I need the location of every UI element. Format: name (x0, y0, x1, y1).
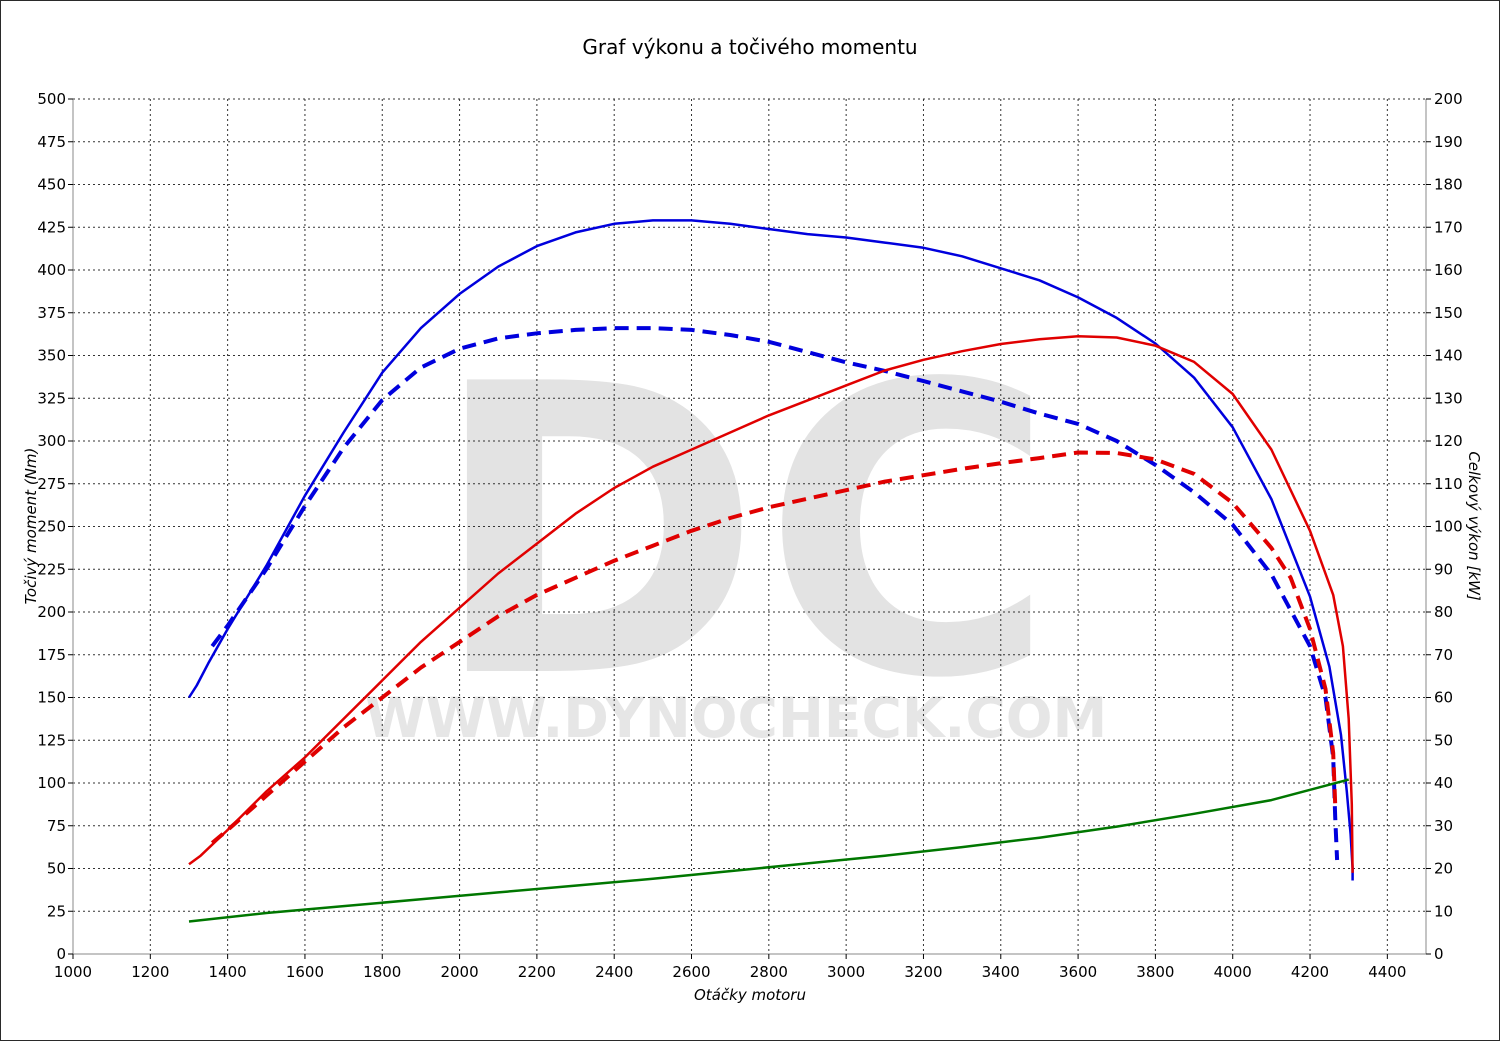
watermark-url: WWW.DYNOCHECK.COM (365, 686, 1107, 750)
x-tick-label: 1600 (286, 963, 324, 981)
chart-title: Graf výkonu a točivého momentu (582, 35, 917, 59)
x-tick-label: 1400 (209, 963, 247, 981)
torque-tuned-line (187, 219, 1354, 881)
y-right-tick-label: 20 (1434, 860, 1453, 878)
x-tick-label: 1000 (54, 963, 92, 981)
x-tick-label: 1800 (363, 963, 401, 981)
y-left-tick-label: 350 (37, 347, 66, 365)
y-right-tick-label: 60 (1434, 689, 1453, 707)
y-left-tick-label: 75 (47, 817, 66, 835)
y-left-tick-label: 275 (37, 475, 66, 493)
y-left-tick-label: 50 (47, 860, 66, 878)
y-left-tick-label: 175 (37, 646, 66, 664)
y-left-tick-label: 250 (37, 518, 66, 536)
y-right-tick-label: 200 (1434, 90, 1463, 108)
y-left-tick-label: 125 (37, 731, 66, 749)
x-tick-label: 4000 (1214, 963, 1252, 981)
x-tick-label: 3200 (904, 963, 942, 981)
x-tick-label: 2200 (518, 963, 556, 981)
watermark-logo: DC (430, 301, 1056, 766)
y-left-tick-label: 300 (37, 432, 66, 450)
x-axis-label: Otáčky motoru (694, 986, 806, 1004)
loss-line (188, 778, 1350, 923)
y-left-tick-label: 475 (37, 133, 66, 151)
y-left-tick-label: 325 (37, 389, 66, 407)
y-right-tick-label: 90 (1434, 560, 1453, 578)
y-left-tick-label: 200 (37, 603, 66, 621)
y-right-tick-label: 180 (1434, 176, 1463, 194)
y-right-tick-label: 10 (1434, 902, 1453, 920)
x-tick-label: 3600 (1059, 963, 1097, 981)
x-tick-label: 4400 (1368, 963, 1406, 981)
y-left-tick-label: 100 (37, 774, 66, 792)
y-left-tick-label: 425 (37, 218, 66, 236)
axes: 1000 1200 1400 1600 1800 2000 2200 2400 2600 2800… (37, 90, 1462, 981)
x-tick-label: 3000 (827, 963, 865, 981)
y-right-tick-label: 190 (1434, 133, 1463, 151)
power-tuned-line (188, 335, 1354, 873)
y-right-tick-label: 0 (1434, 945, 1444, 963)
torque-stock-line (210, 326, 1340, 861)
x-tick-label: 3400 (982, 963, 1020, 981)
x-tick-label: 2000 (440, 963, 478, 981)
series-layer (187, 219, 1354, 923)
y-left-tick-label: 500 (37, 90, 66, 108)
y-right-tick-label: 70 (1434, 646, 1453, 664)
y-left-tick-label: 450 (37, 176, 66, 194)
y-axis-label-left: Točivý moment (Nm) (22, 448, 40, 605)
y-right-tick-label: 140 (1434, 347, 1463, 365)
y-left-tick-label: 0 (56, 945, 66, 963)
x-tick-label: 2600 (672, 963, 710, 981)
y-left-tick-label: 375 (37, 304, 66, 322)
y-right-tick-label: 30 (1434, 817, 1453, 835)
y-right-tick-label: 40 (1434, 774, 1453, 792)
y-right-tick-label: 80 (1434, 603, 1453, 621)
grid (73, 98, 1426, 954)
y-left-tick-label: 25 (47, 902, 66, 920)
power-stock-line (210, 450, 1338, 845)
x-tick-label: 4200 (1291, 963, 1329, 981)
x-tick-label: 2400 (595, 963, 633, 981)
y-right-tick-label: 150 (1434, 304, 1463, 322)
x-tick-label: 2800 (750, 963, 788, 981)
y-right-tick-label: 160 (1434, 261, 1463, 279)
y-right-tick-label: 120 (1434, 432, 1463, 450)
y-right-tick-label: 170 (1434, 218, 1463, 236)
watermark: DC WWW.DYNOCHECK.COM (365, 301, 1107, 766)
y-left-tick-label: 225 (37, 560, 66, 578)
y-left-tick-label: 150 (37, 689, 66, 707)
y-right-tick-label: 130 (1434, 389, 1463, 407)
y-right-tick-label: 50 (1434, 731, 1453, 749)
x-tick-label: 1200 (131, 963, 169, 981)
x-tick-label: 3800 (1136, 963, 1174, 981)
y-right-tick-label: 110 (1434, 475, 1463, 493)
y-axis-label-right: Celkový výkon [kW] (1465, 451, 1483, 601)
y-left-tick-label: 400 (37, 261, 66, 279)
y-right-tick-label: 100 (1434, 518, 1463, 536)
